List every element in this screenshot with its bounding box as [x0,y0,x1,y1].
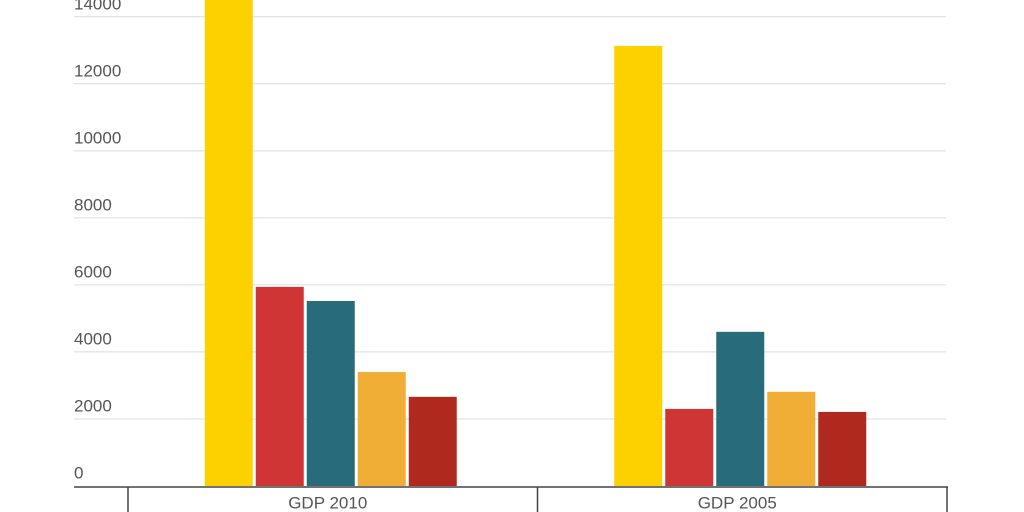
bar [818,411,867,486]
bar [357,372,406,486]
bar [204,0,253,486]
y-tick-label: 14000 [74,0,121,13]
y-tick-label: 0 [74,463,83,482]
bar [665,408,714,486]
y-tick-label: 6000 [74,262,112,281]
y-tick-label: 2000 [74,396,112,415]
y-tick-label: 4000 [74,329,112,348]
x-tick-label: GDP 2005 [698,493,777,512]
bars [204,0,867,487]
bar [255,286,304,486]
y-tick-label: 12000 [74,61,121,80]
bar [767,391,816,486]
bar [614,45,663,487]
y-tick-label: 8000 [74,195,112,214]
bar [408,396,457,486]
x-tick-label: GDP 2010 [288,493,367,512]
y-tick-label: 10000 [74,128,121,147]
bar [716,331,765,486]
bar [306,300,355,486]
